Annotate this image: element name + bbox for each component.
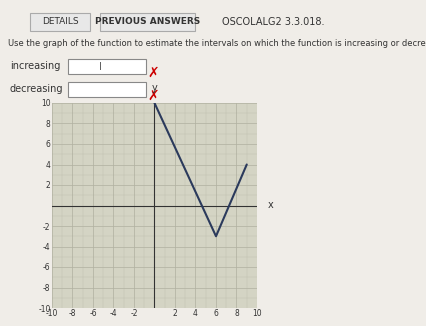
Text: PREVIOUS ANSWERS: PREVIOUS ANSWERS [95,18,200,26]
FancyBboxPatch shape [68,59,146,74]
Text: ✗: ✗ [147,89,158,103]
Text: ✗: ✗ [147,66,158,80]
FancyBboxPatch shape [30,13,90,31]
Text: decreasing: decreasing [10,84,63,94]
Text: x: x [267,200,272,211]
Text: Use the graph of the function to estimate the intervals on which the function is: Use the graph of the function to estimat… [8,39,426,49]
Text: y: y [151,83,157,93]
FancyBboxPatch shape [100,13,195,31]
Text: I: I [98,62,101,72]
FancyBboxPatch shape [68,82,146,97]
Text: increasing: increasing [10,61,60,71]
Text: DETAILS: DETAILS [42,18,78,26]
Text: OSCOLALG2 3.3.018.: OSCOLALG2 3.3.018. [222,17,324,27]
